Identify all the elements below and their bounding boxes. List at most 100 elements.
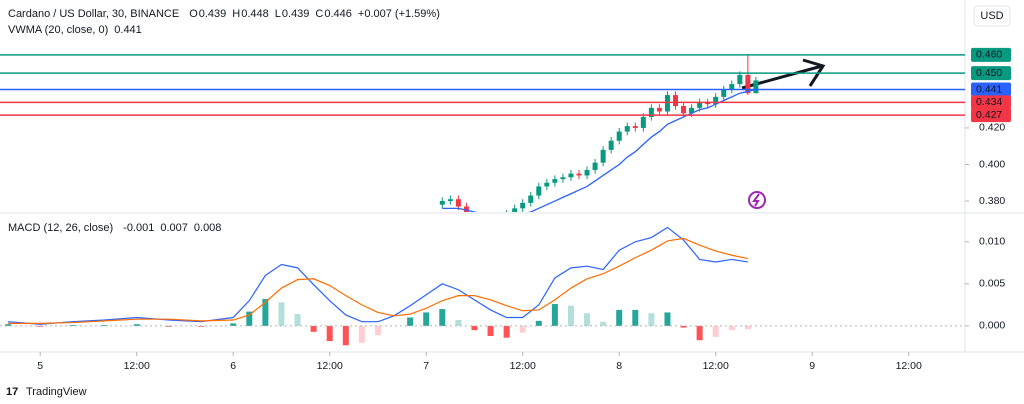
histogram-bar (728, 325, 735, 331)
histogram-bar (278, 302, 285, 326)
histogram-bar (600, 321, 607, 326)
y-tick-label: 0.010 (979, 236, 1005, 248)
x-tick-label: 5 (37, 360, 43, 372)
macd-line (8, 237, 748, 324)
candle-body (705, 102, 711, 105)
x-tick-label: 12:00 (510, 360, 536, 372)
legend-text: -0.001 (123, 222, 154, 234)
legend-text: 0.439 (199, 8, 227, 20)
legend-text: 0.448 (241, 8, 269, 20)
y-tick-label: 0.000 (979, 320, 1005, 332)
histogram-bar (342, 325, 349, 346)
legend-text: 0.446 (324, 8, 352, 20)
histogram-bar (632, 309, 639, 326)
candle-body (624, 126, 630, 132)
candle-body (536, 186, 542, 196)
candle-body (552, 179, 558, 183)
event-icon-bolt (752, 193, 760, 207)
histogram-bar (696, 325, 703, 341)
y-tick-label: 0.380 (979, 195, 1005, 207)
legend-text: C (315, 8, 323, 20)
legend-text: 0.008 (194, 222, 222, 234)
candle-body (648, 107, 654, 117)
histogram-bar (165, 325, 172, 327)
candle-body (753, 80, 759, 94)
histogram-bar (519, 325, 526, 333)
candle-body (447, 199, 453, 202)
histogram-bar (616, 309, 623, 326)
candle-body (560, 177, 566, 180)
candle-body (689, 107, 695, 114)
histogram-bar (294, 314, 301, 326)
candle-body (584, 169, 590, 176)
legend-text: VWMA (20, close, 0) (8, 24, 108, 36)
legend-text: +0.007 (+1.59%) (358, 8, 440, 20)
x-tick-label: 6 (230, 360, 236, 372)
candle-body (600, 149, 606, 163)
price-level-badge (971, 47, 1011, 62)
histogram-bar (503, 325, 510, 338)
histogram-bar (69, 325, 76, 326)
histogram-bar (744, 325, 751, 330)
histogram-bar (358, 325, 365, 343)
price-level-label: 0.427 (976, 109, 1002, 121)
x-tick-label: 12:00 (896, 360, 922, 372)
histogram-bar (648, 313, 655, 326)
candle-body (721, 89, 727, 97)
macd-line (7, 226, 748, 325)
event-icon[interactable] (748, 191, 766, 209)
candle-body (656, 107, 662, 112)
x-tick-label: 12:00 (124, 360, 150, 372)
histogram-bar (310, 325, 317, 332)
legend-text: H (232, 8, 240, 20)
brand-name: TradingView (26, 386, 87, 398)
currency-label[interactable]: USD (980, 10, 1003, 22)
brand-logo: 17 (6, 386, 18, 398)
histogram-bar (455, 320, 462, 326)
candle-body (528, 195, 534, 203)
histogram-bar (680, 325, 687, 328)
legend-text: 0.441 (114, 24, 142, 36)
candle-body (697, 102, 703, 108)
histogram-bar (262, 298, 269, 326)
plot-area (5, 226, 751, 346)
currency-button[interactable] (973, 5, 1011, 27)
histogram-bar (407, 317, 414, 326)
y-tick-label: 0.420 (979, 122, 1005, 134)
candle-body (673, 95, 678, 106)
x-tick-label: 12:00 (317, 360, 343, 372)
histogram-bar (712, 325, 719, 337)
histogram-bar (230, 323, 237, 326)
x-tick-label: 12:00 (703, 360, 729, 372)
histogram-bar (423, 312, 430, 326)
candle-body (681, 106, 687, 114)
price-level-label: 0.434 (976, 96, 1002, 108)
legend-text: 0.007 (160, 222, 188, 234)
price-level-badge (971, 95, 1011, 110)
candle-body (520, 202, 526, 209)
candle-body (568, 173, 574, 178)
candle-body (463, 206, 469, 212)
histogram-bar (246, 311, 253, 326)
legend-text: Cardano / US Dollar, 30, BINANCE (8, 8, 179, 20)
histogram-bar (5, 324, 12, 326)
drawn-arrow-head (802, 58, 826, 87)
histogram-bar (101, 325, 108, 326)
legend-text: O (189, 8, 198, 20)
x-tick-label: 7 (423, 360, 429, 372)
candle-body (640, 116, 646, 128)
histogram-bar (487, 325, 494, 337)
y-tick-label: 0.400 (979, 158, 1005, 170)
plot-area (439, 54, 759, 212)
price-level-badge (971, 108, 1011, 123)
x-tick-label: 9 (809, 360, 815, 372)
histogram-bar (551, 304, 558, 326)
legend-text: MACD (12, 26, close) (8, 222, 113, 234)
candle-body (737, 74, 743, 85)
histogram-bar (133, 324, 140, 326)
y-tick-label: 0.005 (979, 278, 1005, 290)
price-level-label: 0.441 (976, 83, 1002, 95)
histogram-bar (471, 325, 478, 331)
